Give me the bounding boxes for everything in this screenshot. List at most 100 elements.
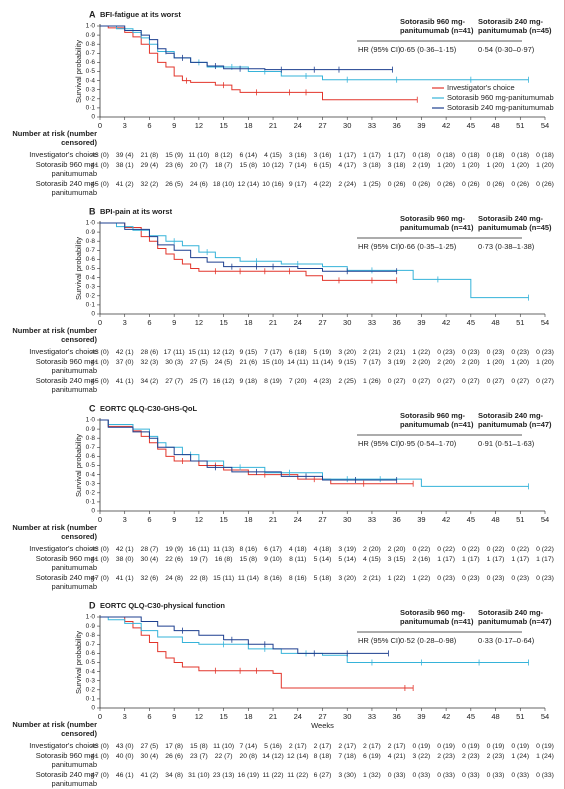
at-risk-count: 46 (1) (116, 772, 134, 779)
at-risk-count: 0 (19) (462, 743, 480, 750)
at-risk-count: 30 (3) (165, 359, 183, 366)
at-risk-count: 6 (17) (264, 546, 282, 553)
y-tick-label: 0·6 (86, 453, 96, 460)
y-tick-label: 0·9 (86, 229, 96, 236)
at-risk-count: 0 (26) (388, 181, 406, 188)
at-risk-count: 41 (1) (116, 575, 134, 582)
x-tick-label: 54 (541, 318, 549, 327)
y-tick-label: 0·2 (86, 293, 96, 300)
at-risk-count: 0 (23) (536, 349, 554, 356)
at-risk-count: 1 (20) (511, 359, 529, 366)
at-risk-count: 0 (23) (437, 349, 455, 356)
risk-row-label: Sotorasib 240 mg-panitumumab (35, 376, 97, 394)
at-risk-count: 42 (1) (116, 349, 134, 356)
risk-row-label: Investigator's choice (29, 150, 97, 159)
at-risk-count: 19 (7) (190, 556, 208, 563)
at-risk-count: 1 (32) (363, 772, 381, 779)
x-tick-label: 45 (467, 515, 475, 524)
at-risk-count: 4 (15) (264, 152, 282, 159)
legend-label: Sotorasib 240 mg-panitumumab (447, 103, 554, 112)
at-risk-count: 17 (11) (164, 349, 185, 356)
y-tick-label: 0·6 (86, 256, 96, 263)
at-risk-count: 0 (18) (511, 152, 529, 159)
at-risk-count: 23 (7) (190, 753, 208, 760)
at-risk-count: 2 (17) (289, 743, 307, 750)
hr-row-label: HR (95% CI) (358, 439, 401, 448)
at-risk-count: 7 (14) (289, 162, 307, 169)
risk-table-title: Number at risk (number censored) (12, 129, 97, 147)
x-tick-label: 24 (294, 318, 302, 327)
risk-table-title: Number at risk (number censored) (12, 720, 97, 738)
x-tick-label: 27 (318, 121, 326, 130)
at-risk-count: 15 (11) (213, 575, 234, 582)
at-risk-count: 0 (22) (462, 546, 480, 553)
x-tick-label: 12 (195, 712, 203, 721)
at-risk-count: 5 (18) (314, 575, 332, 582)
y-tick-label: 0·7 (86, 247, 96, 254)
y-tick-label: 0·4 (86, 668, 96, 675)
at-risk-count: 30 (4) (141, 753, 159, 760)
at-risk-count: 24 (8) (165, 575, 183, 582)
y-tick-label: 0·2 (86, 490, 96, 497)
hr-row-label: HR (95% CI) (358, 45, 401, 54)
survival-curve (100, 222, 397, 281)
at-risk-count: 30 (4) (141, 556, 159, 563)
at-risk-count: 4 (17) (338, 162, 356, 169)
at-risk-count: 0 (18) (462, 152, 480, 159)
y-tick-label: 0·7 (86, 50, 96, 57)
x-tick-label: 54 (541, 712, 549, 721)
at-risk-count: 3 (16) (314, 152, 332, 159)
at-risk-count: 0 (23) (511, 349, 529, 356)
at-risk-count: 28 (7) (141, 546, 159, 553)
hr-header: Sotorasib 240 mg-panitumumab (n=45) (478, 17, 552, 35)
at-risk-count: 39 (4) (116, 152, 134, 159)
hr-header: Sotorasib 240 mg-panitumumab (n=45) (478, 214, 552, 232)
at-risk-count: 38 (1) (116, 162, 134, 169)
at-risk-count: 41 (0) (91, 556, 109, 563)
at-risk-count: 2 (17) (338, 743, 356, 750)
x-tick-label: 27 (318, 712, 326, 721)
at-risk-count: 20 (7) (190, 162, 208, 169)
x-tick-label: 21 (269, 515, 277, 524)
x-tick-label: 36 (392, 712, 400, 721)
x-tick-label: 51 (516, 515, 524, 524)
at-risk-count: 0 (23) (536, 575, 554, 582)
hr-value: 0·73 (0·38–1·38) (478, 242, 535, 251)
x-tick-label: 0 (98, 712, 102, 721)
x-tick-label: 42 (442, 515, 450, 524)
hr-value: 0·95 (0·54–1·70) (400, 439, 457, 448)
x-tick-label: 21 (269, 318, 277, 327)
at-risk-count: 1 (17) (437, 556, 455, 563)
x-tick-label: 12 (195, 121, 203, 130)
hr-header: Sotorasib 960 mg-panitumumab (n=41) (400, 608, 474, 626)
risk-row-label: Sotorasib 240 mg-panitumumab (35, 573, 97, 591)
at-risk-count: 41 (1) (116, 378, 134, 385)
at-risk-count: 2 (20) (363, 546, 381, 553)
at-risk-count: 47 (0) (91, 575, 109, 582)
at-risk-count: 2 (20) (388, 546, 406, 553)
risk-row-label: Sotorasib 960 mg-panitumumab (35, 357, 97, 375)
risk-row-label: Sotorasib 240 mg-panitumumab (35, 179, 97, 197)
x-tick-label: 30 (343, 712, 351, 721)
x-tick-label: 48 (491, 121, 499, 130)
at-risk-count: 0 (27) (388, 378, 406, 385)
at-risk-count: 1 (22) (413, 575, 431, 582)
risk-row-label: Investigator's choice (29, 347, 97, 356)
at-risk-count: 1 (25) (363, 181, 381, 188)
at-risk-count: 8 (16) (239, 546, 257, 553)
x-tick-label: 39 (417, 318, 425, 327)
at-risk-count: 1 (22) (413, 349, 431, 356)
x-tick-label: 9 (172, 318, 176, 327)
x-tick-label: 45 (467, 318, 475, 327)
at-risk-count: 42 (1) (116, 546, 134, 553)
x-tick-label: 30 (343, 515, 351, 524)
at-risk-count: 18 (10) (213, 181, 235, 188)
hr-value: 0·91 (0·51–1·63) (478, 439, 535, 448)
at-risk-count: 4 (22) (314, 181, 332, 188)
at-risk-count: 38 (0) (116, 556, 134, 563)
at-risk-count: 14 (11) (287, 359, 308, 366)
x-tick-label: 15 (219, 121, 227, 130)
at-risk-count: 8 (12) (215, 152, 233, 159)
at-risk-count: 1 (17) (388, 152, 406, 159)
x-tick-label: 27 (318, 515, 326, 524)
